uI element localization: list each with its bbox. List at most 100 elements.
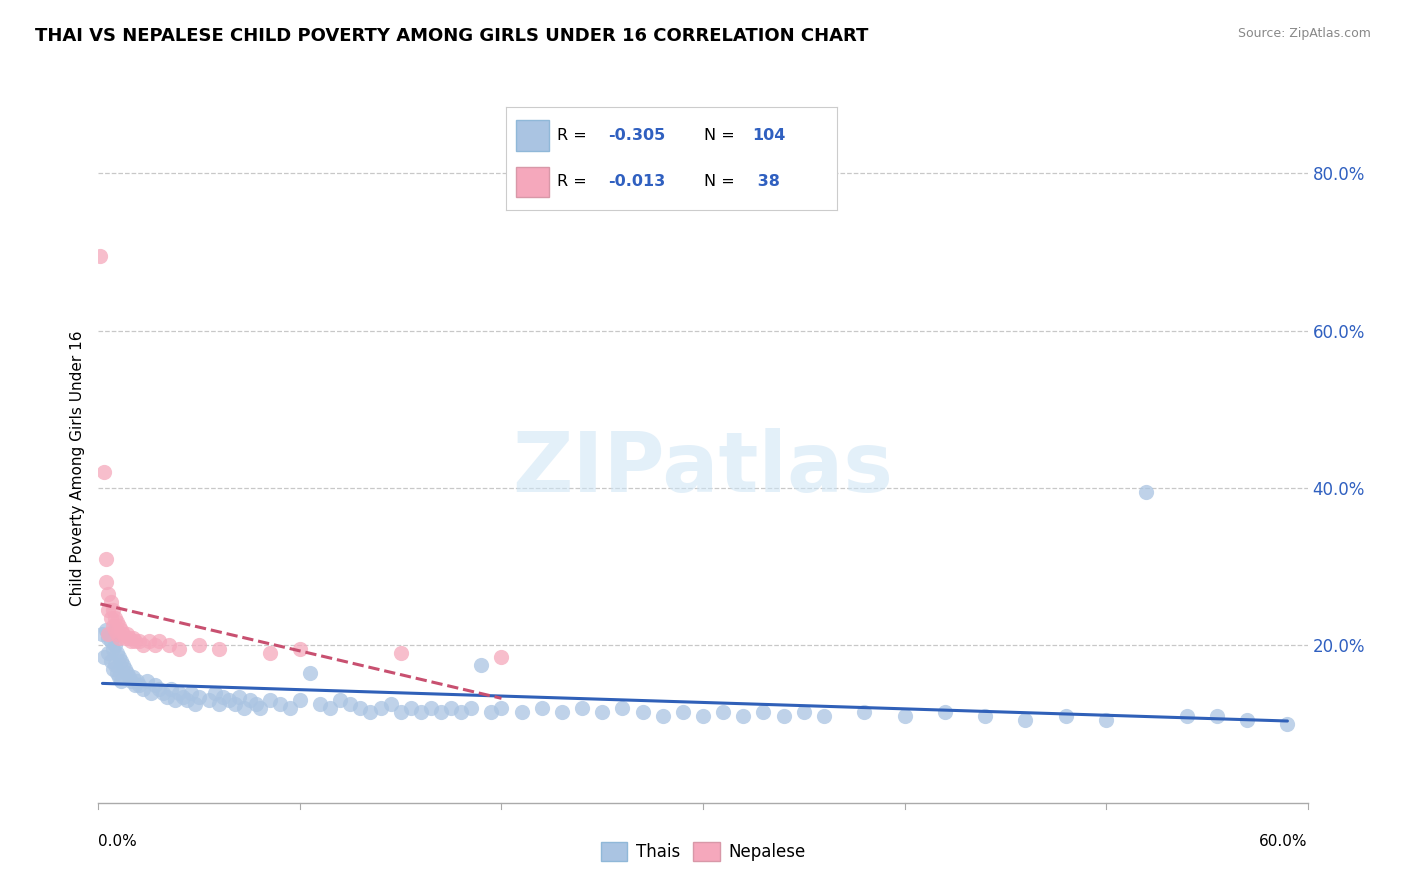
- Point: [125, 673, 148, 688]
- Text: Source: ZipAtlas.com: Source: ZipAtlas.com: [1237, 27, 1371, 40]
- Point: [105, 626, 128, 640]
- Point: [118, 670, 141, 684]
- Point: [204, 685, 226, 699]
- Point: [228, 690, 250, 704]
- Point: [107, 631, 129, 645]
- Point: [176, 693, 198, 707]
- Point: [156, 690, 179, 704]
- Point: [551, 706, 574, 720]
- Point: [132, 639, 155, 653]
- Point: [1175, 709, 1198, 723]
- Text: ZIPatlas: ZIPatlas: [513, 428, 893, 508]
- Point: [399, 701, 422, 715]
- Point: [510, 706, 533, 720]
- Point: [105, 665, 128, 680]
- Point: [389, 706, 412, 720]
- Point: [409, 706, 432, 720]
- Point: [148, 634, 170, 648]
- Point: [96, 551, 118, 566]
- Text: N =: N =: [704, 175, 741, 189]
- Point: [309, 698, 332, 712]
- Y-axis label: Child Poverty Among Girls Under 16: Child Poverty Among Girls Under 16: [69, 331, 84, 606]
- Point: [101, 642, 124, 657]
- Point: [329, 693, 352, 707]
- Point: [121, 631, 143, 645]
- Point: [278, 701, 301, 715]
- Point: [288, 693, 311, 707]
- Point: [152, 685, 174, 699]
- Point: [172, 690, 194, 704]
- Point: [212, 690, 235, 704]
- Point: [110, 673, 132, 688]
- Point: [1095, 713, 1118, 727]
- Point: [853, 706, 876, 720]
- Point: [188, 690, 211, 704]
- Point: [1277, 717, 1299, 731]
- Text: 104: 104: [752, 128, 786, 144]
- Point: [120, 634, 142, 648]
- Point: [100, 595, 122, 609]
- Point: [672, 706, 695, 720]
- Point: [143, 639, 166, 653]
- Point: [793, 706, 815, 720]
- Point: [103, 658, 125, 673]
- Point: [249, 701, 271, 715]
- Text: -0.013: -0.013: [609, 175, 666, 189]
- Point: [893, 709, 915, 723]
- Point: [218, 693, 240, 707]
- Point: [239, 693, 262, 707]
- Point: [419, 701, 441, 715]
- Point: [120, 673, 142, 688]
- Point: [319, 701, 342, 715]
- Text: 0.0%: 0.0%: [98, 834, 138, 849]
- Point: [160, 681, 183, 696]
- Point: [651, 709, 673, 723]
- Point: [692, 709, 714, 723]
- Point: [491, 650, 513, 665]
- Point: [180, 685, 202, 699]
- Point: [530, 701, 553, 715]
- Point: [89, 249, 111, 263]
- Point: [121, 670, 143, 684]
- Point: [111, 658, 134, 673]
- Point: [101, 603, 124, 617]
- FancyBboxPatch shape: [516, 167, 550, 197]
- Point: [103, 611, 125, 625]
- Point: [97, 626, 120, 640]
- Text: R =: R =: [557, 128, 592, 144]
- FancyBboxPatch shape: [516, 120, 550, 151]
- Point: [167, 642, 190, 657]
- Point: [97, 646, 120, 660]
- Point: [105, 646, 128, 660]
- Point: [752, 706, 775, 720]
- Point: [118, 631, 141, 645]
- Point: [93, 465, 115, 479]
- Point: [96, 623, 118, 637]
- Point: [1054, 709, 1077, 723]
- Point: [128, 678, 150, 692]
- Point: [96, 575, 118, 590]
- Point: [100, 654, 122, 668]
- Point: [110, 654, 132, 668]
- Point: [772, 709, 794, 723]
- Point: [139, 685, 162, 699]
- Point: [430, 706, 453, 720]
- Point: [132, 681, 155, 696]
- Point: [389, 646, 412, 660]
- Point: [100, 634, 122, 648]
- Point: [115, 626, 138, 640]
- Point: [135, 673, 157, 688]
- Point: [360, 706, 382, 720]
- Point: [103, 639, 125, 653]
- Point: [450, 706, 472, 720]
- Text: 38: 38: [752, 175, 780, 189]
- Point: [974, 709, 997, 723]
- Point: [1135, 484, 1157, 499]
- Point: [224, 698, 246, 712]
- Point: [370, 701, 392, 715]
- Point: [491, 701, 513, 715]
- Text: 60.0%: 60.0%: [1260, 834, 1308, 849]
- Text: -0.305: -0.305: [609, 128, 666, 144]
- Point: [188, 639, 211, 653]
- Point: [232, 701, 254, 715]
